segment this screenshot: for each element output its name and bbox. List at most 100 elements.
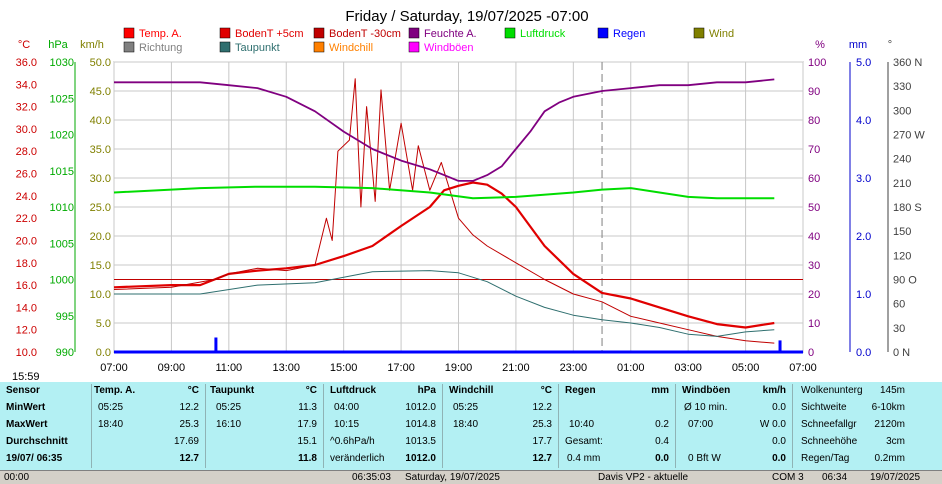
- time-bar: 15:59: [0, 371, 942, 383]
- direction-tick: 270 W: [893, 130, 925, 142]
- time-tick: 03:00: [674, 362, 702, 374]
- divider: [205, 384, 206, 468]
- humidity-tick: 0: [808, 347, 814, 359]
- avg-label: Durchschnitt: [6, 436, 68, 447]
- pressure-tick: 1000: [50, 275, 74, 287]
- pressure-tick: 1025: [50, 93, 74, 105]
- direction-tick: 180 S: [893, 202, 922, 214]
- stats-col-pressure: Luftdruck hPa 04:00 1012.0 10:15 1014.8 ^0.…: [324, 382, 442, 470]
- time-tick: 09:00: [158, 362, 186, 374]
- max-label: MaxWert: [6, 419, 48, 430]
- legend-swatch: [313, 27, 325, 39]
- humidity-tick: 30: [808, 260, 820, 272]
- time-tick: 13:00: [272, 362, 300, 374]
- other-value: 2120m: [874, 419, 905, 430]
- pressure-min-time: 04:00: [334, 402, 360, 413]
- direction-tick: 60: [893, 299, 905, 311]
- divider: [792, 384, 793, 468]
- pressure-tick: 995: [56, 311, 74, 323]
- rain-r4-label: 0.4 mm: [567, 453, 601, 464]
- temp-avg: 17.69: [173, 436, 199, 447]
- status-time: 06:35:03: [352, 472, 391, 483]
- rain-tick: 2.0: [856, 231, 871, 243]
- status-bar: 00:00 06:35:03 Saturday, 19/07/2025 Davi…: [0, 470, 942, 484]
- temp-tick: 12.0: [16, 325, 37, 337]
- temp-tick: 28.0: [16, 146, 37, 158]
- humidity-tick: 60: [808, 173, 820, 185]
- legend-swatch: [693, 27, 705, 39]
- status-station: Davis VP2 - aktuelle: [598, 472, 689, 483]
- time-tick: 07:00: [789, 362, 817, 374]
- temp-tick: 20.0: [16, 235, 37, 247]
- legend-swatch: [123, 41, 135, 53]
- axes: °C hPa km/h% mm ° 36.0 34.0 32.0 30.0 28.0 26.0 24.…: [16, 39, 926, 374]
- gust-r1: 0.0: [772, 402, 786, 413]
- time-tick: 23:00: [560, 362, 588, 374]
- divider: [91, 384, 92, 468]
- divider: [323, 384, 324, 468]
- rain-tick: 3.0: [856, 173, 871, 185]
- temp-tick: 34.0: [16, 79, 37, 91]
- legend-swatch: [597, 27, 609, 39]
- chill-name: Windchill: [449, 385, 494, 396]
- temp-tick: 16.0: [16, 280, 37, 292]
- gust-r4: 0.0: [772, 453, 786, 464]
- rain-r2: 0.2: [655, 419, 669, 430]
- legend-label: Windchill: [329, 42, 373, 54]
- axis-unit: km/h: [80, 39, 104, 51]
- status-left: 00:00: [4, 472, 30, 483]
- dew-current: 11.8: [298, 453, 317, 464]
- legend-label: BodenT -30cm: [329, 28, 401, 40]
- time-tick: 21:00: [502, 362, 530, 374]
- pressure-tick: 990: [56, 347, 74, 359]
- gust-r2-label: 07:00: [688, 419, 714, 430]
- legend-swatch: [504, 27, 516, 39]
- other-label: Regen/Tag: [801, 453, 850, 464]
- legend-label: Luftdruck: [520, 28, 566, 40]
- direction-tick: 300: [893, 105, 911, 117]
- axis-unit: °C: [18, 39, 30, 51]
- status-clock: 06:34: [822, 472, 848, 483]
- chill-unit: °C: [540, 385, 552, 396]
- temp-min-time: 05:25: [98, 402, 124, 413]
- legend-label: Feuchte A.: [424, 28, 477, 40]
- divider: [675, 384, 676, 468]
- stats-col-rain: Regen mm 10:40 0.2 Gesamt: 0.4 0.4 mm 0.0: [559, 382, 675, 470]
- legend-label: Wind: [709, 28, 734, 40]
- legend-swatch: [408, 27, 420, 39]
- series-luftdruck: [113, 185, 775, 200]
- grid: [113, 61, 804, 353]
- chill-min: 12.2: [532, 402, 552, 413]
- direction-tick: 210: [893, 178, 911, 190]
- wind-tick: 15.0: [90, 260, 111, 272]
- wind-tick: 50.0: [90, 57, 111, 69]
- current-label: 19/07/ 06:35: [6, 453, 63, 464]
- sensor-header: Sensor: [6, 385, 40, 396]
- chill-max-time: 18:40: [453, 419, 479, 430]
- wind-tick: 40.0: [90, 115, 111, 127]
- legend-label: Temp. A.: [139, 28, 182, 40]
- gust-r1-label: Ø 10 min.: [684, 402, 728, 413]
- series-layer: [113, 78, 803, 354]
- series-temp-a-: [113, 181, 775, 329]
- pressure-tick: 1005: [50, 238, 74, 250]
- temp-max: 25.3: [179, 419, 199, 430]
- dew-max: 17.9: [297, 419, 317, 430]
- dew-avg: 15.1: [297, 436, 317, 447]
- axis-unit: °: [888, 39, 892, 51]
- chart-title: Friday / Saturday, 19/07/2025 -07:00: [345, 8, 588, 25]
- dew-unit: °C: [305, 385, 317, 396]
- wind-tick: 25.0: [90, 202, 111, 214]
- temp-unit: °C: [187, 385, 199, 396]
- pressure-avg: 1013.5: [405, 436, 436, 447]
- other-value: 145m: [879, 385, 905, 396]
- pressure-max: 1014.8: [405, 419, 436, 430]
- time-tick: 19:00: [445, 362, 473, 374]
- divider: [442, 384, 443, 468]
- gust-r3: 0.0: [772, 436, 786, 447]
- time-tick: 17:00: [387, 362, 415, 374]
- wind-tick: 30.0: [90, 173, 111, 185]
- wind-tick: 5.0: [96, 318, 111, 330]
- series-feuchte-a-: [114, 78, 775, 182]
- direction-tick: 0 N: [893, 347, 910, 359]
